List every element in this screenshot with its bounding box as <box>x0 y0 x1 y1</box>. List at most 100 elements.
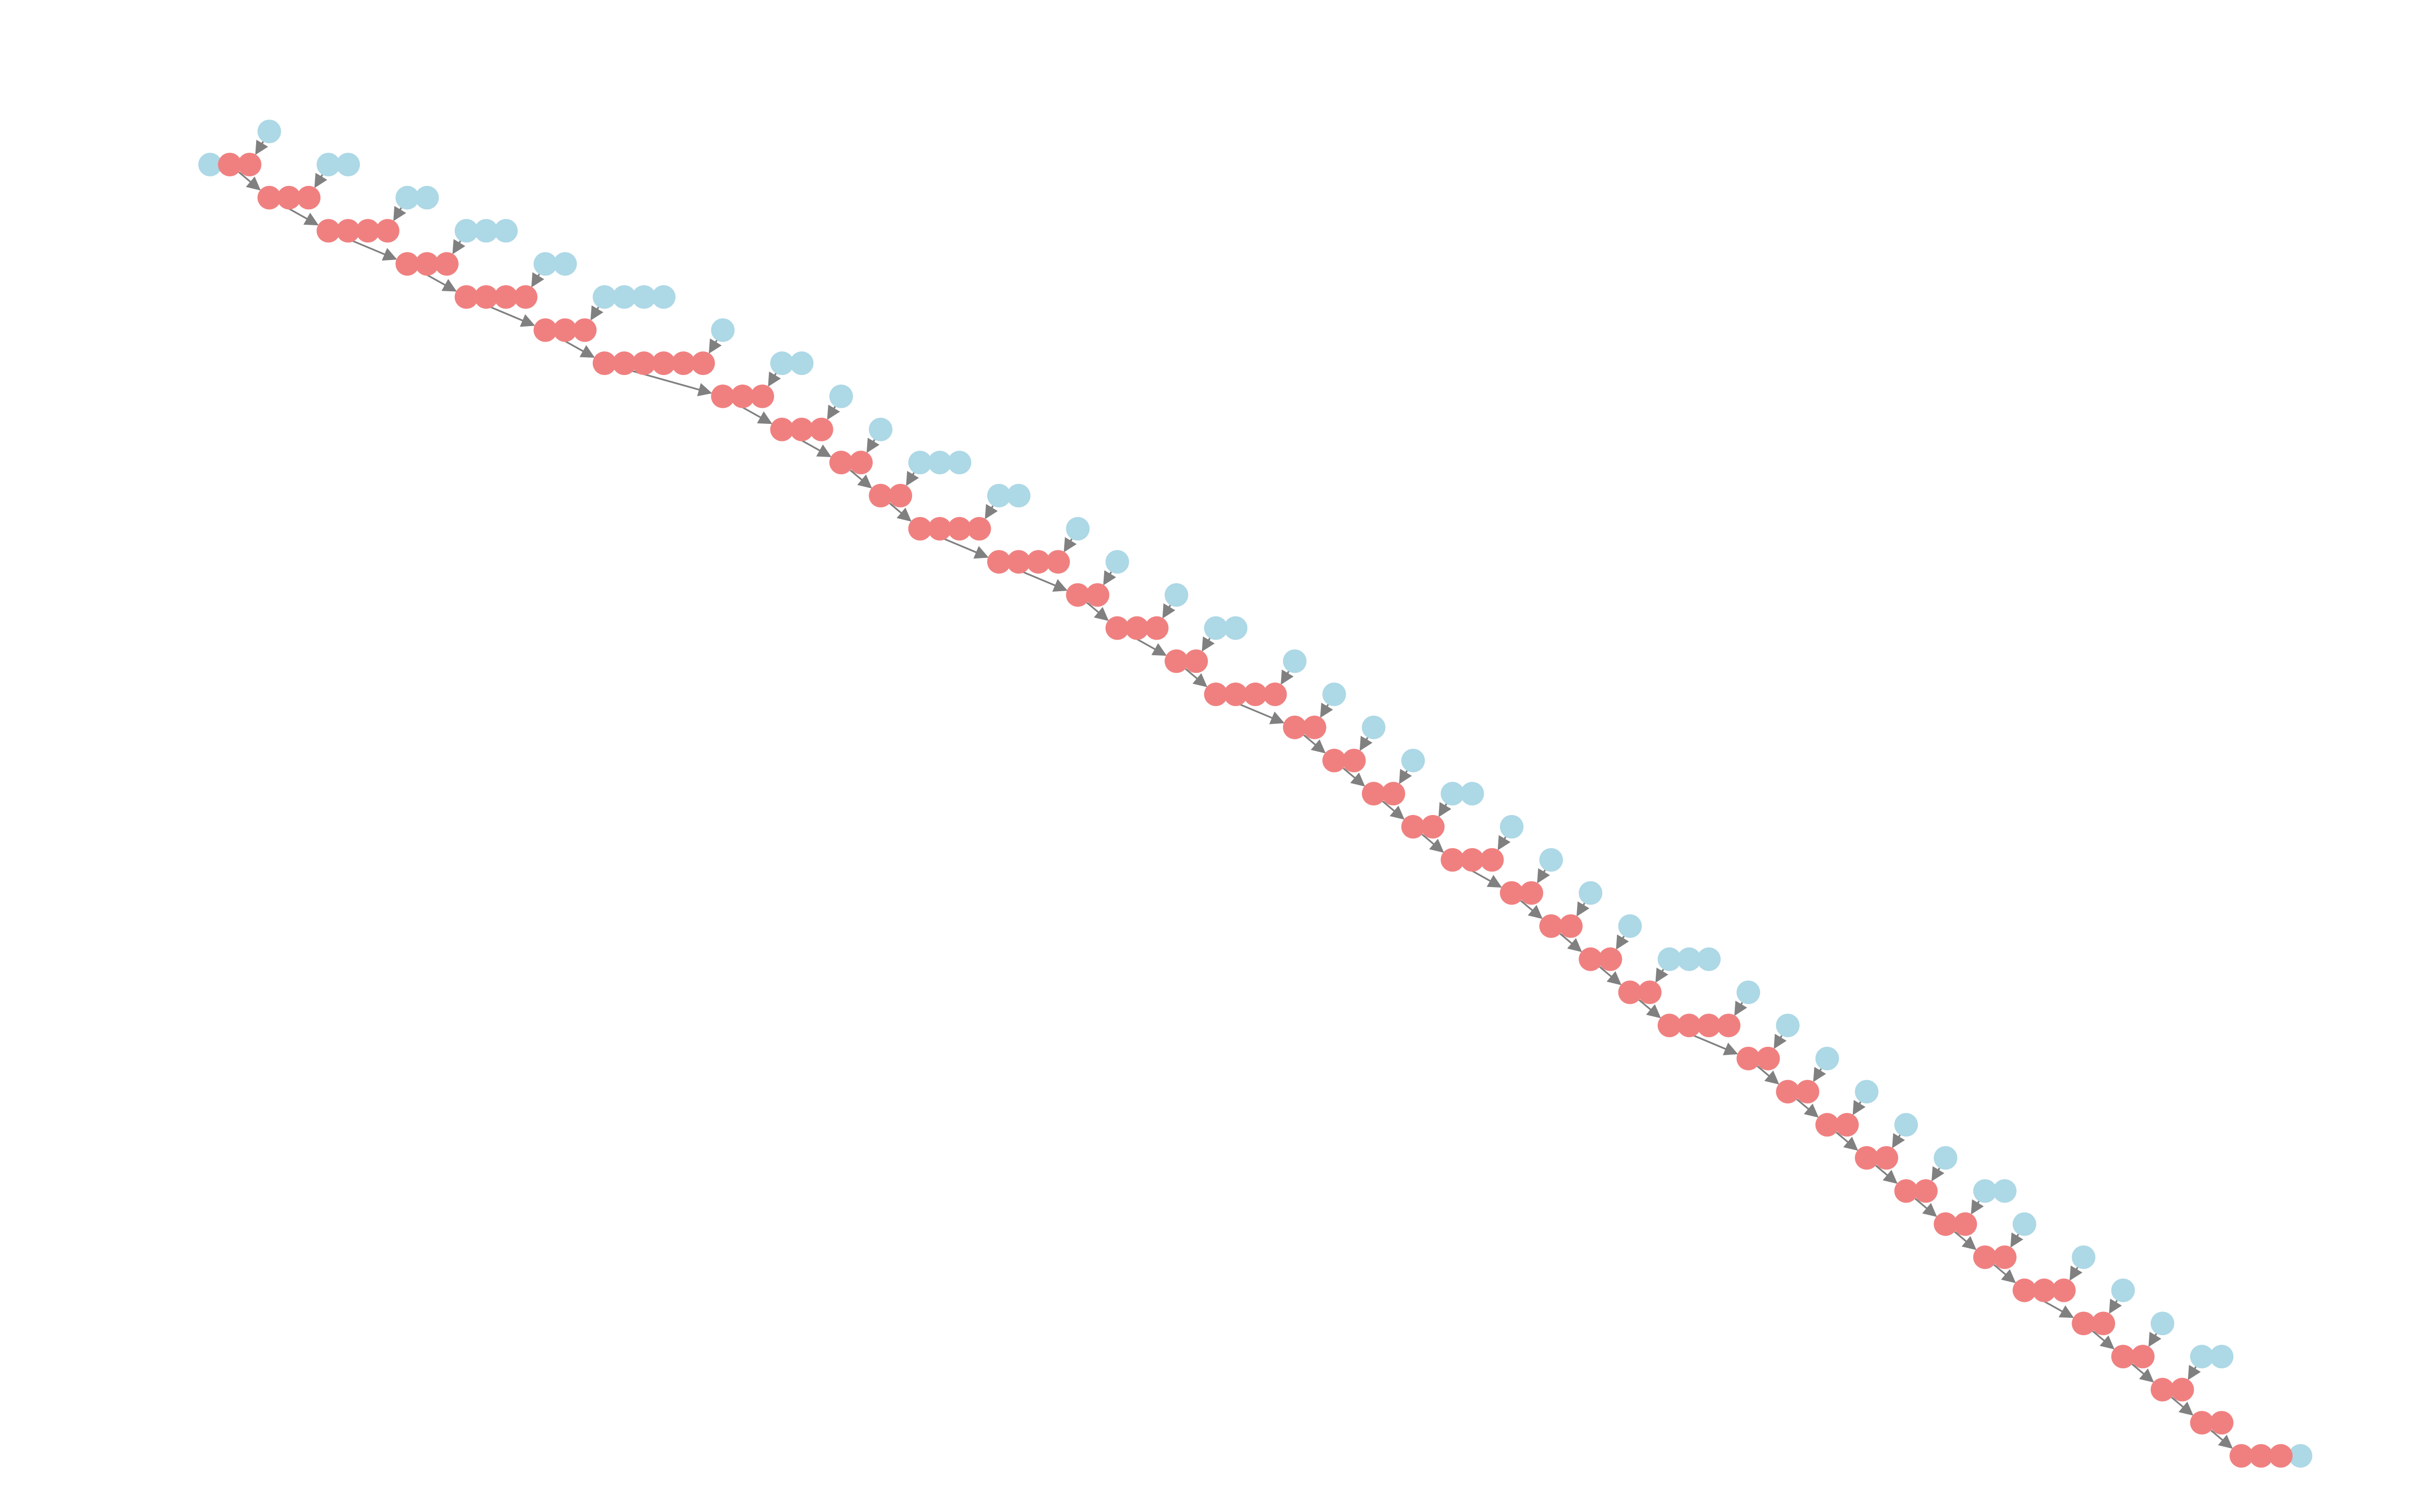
branch-node <box>652 285 676 309</box>
chain-edge <box>1086 602 1109 621</box>
main-node <box>1204 682 1228 706</box>
main-node <box>829 451 853 475</box>
main-node <box>632 351 656 375</box>
chain-edge <box>2171 1396 2194 1416</box>
main-node <box>1500 881 1524 905</box>
main-node <box>691 351 715 375</box>
chain-edge <box>1520 900 1543 919</box>
main-node <box>474 285 498 309</box>
main-node <box>1973 1245 1997 1269</box>
main-node <box>317 219 340 243</box>
main-node <box>1066 583 1090 607</box>
main-node <box>1756 1046 1780 1070</box>
branch-node <box>2288 1444 2313 1468</box>
branch-edge <box>1063 537 1077 552</box>
branch-node <box>2072 1245 2096 1269</box>
main-node <box>553 318 577 342</box>
main-node <box>336 219 360 243</box>
main-node <box>652 351 676 375</box>
branch-edge <box>590 305 603 321</box>
main-node <box>2091 1311 2115 1336</box>
branch-node <box>395 185 419 210</box>
branch-edge <box>1399 769 1412 784</box>
branch-node <box>2210 1345 2233 1369</box>
main-node <box>1460 848 1484 872</box>
branch-node <box>770 351 794 375</box>
branch-node <box>1500 815 1524 839</box>
main-node <box>790 417 814 442</box>
chain-edge <box>2131 1363 2154 1383</box>
branch-node <box>1362 715 1386 739</box>
branch-node <box>632 285 656 309</box>
branch-node <box>533 252 558 276</box>
main-node <box>1125 616 1149 640</box>
branch-node <box>1460 782 1484 806</box>
branch-edge <box>1359 735 1373 751</box>
main-node <box>2032 1278 2056 1302</box>
main-node <box>237 153 262 176</box>
main-node <box>2013 1278 2036 1302</box>
main-node <box>1874 1146 1899 1170</box>
main-node <box>296 185 321 210</box>
branch-edge <box>985 503 998 520</box>
main-node <box>1598 947 1622 971</box>
branch-edge <box>1438 802 1451 817</box>
main-node <box>435 252 459 276</box>
branch-node <box>1776 1014 1800 1037</box>
branch-edge <box>393 206 406 221</box>
branch-node <box>553 252 577 276</box>
main-node <box>395 252 419 276</box>
main-node <box>2170 1377 2194 1402</box>
branch-node <box>198 153 222 176</box>
chain-edge <box>1757 1065 1780 1085</box>
main-node <box>1381 782 1406 806</box>
branch-node <box>1066 517 1090 541</box>
main-node <box>1894 1179 1918 1203</box>
chain-edge <box>889 502 912 522</box>
chain-edge <box>1382 800 1405 820</box>
main-node <box>908 517 932 541</box>
main-node <box>1263 682 1287 706</box>
main-node <box>415 252 439 276</box>
branch-edge <box>1813 1066 1826 1083</box>
branch-edge <box>2069 1265 2083 1281</box>
branch-edge <box>1971 1199 1984 1215</box>
main-node <box>1224 682 1248 706</box>
branch-node <box>317 153 340 176</box>
branch-node <box>1440 782 1465 806</box>
branch-edge <box>2109 1298 2122 1314</box>
main-node <box>1953 1212 1977 1236</box>
main-node <box>1539 914 1563 938</box>
main-node <box>750 385 774 408</box>
main-node <box>1933 1212 1958 1236</box>
branch-node <box>1855 1080 1879 1104</box>
chain-edge <box>1303 734 1326 753</box>
main-node <box>1421 815 1445 839</box>
main-node <box>2249 1444 2273 1468</box>
branch-edge <box>2010 1232 2024 1248</box>
branch-node <box>1007 484 1031 508</box>
main-node <box>1243 682 1267 706</box>
main-node <box>731 385 755 408</box>
branch-edge <box>531 272 544 288</box>
main-node <box>1401 815 1425 839</box>
main-node <box>869 484 893 508</box>
branch-edge <box>1892 1133 1905 1149</box>
branch-node <box>1815 1046 1839 1070</box>
chain-edge <box>1343 767 1365 787</box>
branch-edge <box>1281 669 1294 685</box>
main-node <box>672 351 695 375</box>
branch-edge <box>708 338 722 354</box>
branch-node <box>1283 649 1307 673</box>
main-node <box>1007 550 1031 574</box>
branch-edge <box>1320 703 1334 718</box>
main-node <box>1855 1146 1879 1170</box>
chain-edge <box>1875 1165 1898 1184</box>
main-node <box>1046 550 1070 574</box>
branch-node <box>1657 947 1681 971</box>
chain-edge <box>1914 1198 1938 1217</box>
branch-node <box>947 451 972 475</box>
main-node <box>1085 583 1110 607</box>
main-node <box>1302 715 1326 739</box>
branch-node <box>790 351 814 375</box>
